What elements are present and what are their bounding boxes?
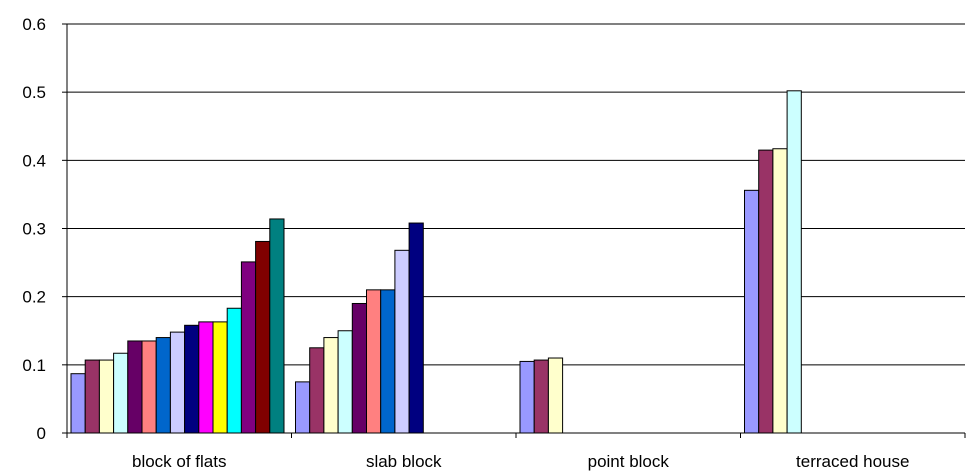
y-tick-label: 0.6 [22, 15, 46, 34]
bar [772, 148, 788, 434]
bar [155, 337, 171, 434]
bar [351, 302, 367, 434]
bar [84, 359, 100, 434]
bar [758, 149, 774, 434]
bar [127, 340, 143, 434]
y-tick-label: 0.1 [22, 356, 46, 375]
bar [519, 360, 535, 434]
bar [212, 321, 228, 434]
bar [226, 307, 242, 434]
y-tick-labels: 0 0.1 0.2 0.3 0.4 0.5 0.6 [22, 15, 46, 443]
bar [169, 331, 186, 434]
bar [295, 381, 311, 434]
bar [408, 222, 424, 434]
bar [323, 337, 339, 434]
bar [533, 359, 549, 434]
y-tick-label: 0.5 [22, 83, 46, 102]
bar [366, 289, 382, 434]
bar [184, 324, 200, 434]
bar [113, 352, 129, 434]
bar [240, 261, 257, 434]
y-tick-label: 0.3 [22, 220, 46, 239]
x-category-label: slab block [366, 452, 442, 471]
bar [141, 340, 157, 434]
bar [786, 90, 802, 434]
bar [744, 189, 760, 434]
y-tick-label: 0.2 [22, 288, 46, 307]
x-category-label: block of flats [132, 452, 227, 471]
bar [309, 347, 325, 434]
bar [255, 240, 271, 434]
bar [198, 321, 214, 434]
bar [394, 249, 410, 434]
bar [380, 289, 396, 434]
bar [70, 373, 86, 434]
y-tick-label: 0 [37, 424, 46, 443]
bar [98, 359, 115, 434]
gridlines [67, 23, 965, 366]
y-tick-label: 0.4 [22, 151, 46, 170]
axes [62, 23, 966, 438]
bar [547, 357, 564, 434]
x-category-label: terraced house [796, 452, 909, 471]
bar [337, 330, 353, 434]
x-category-label: point block [588, 452, 670, 471]
bars [70, 90, 802, 434]
bar [269, 218, 285, 434]
x-category-labels: block of flats slab block point block terra… [132, 452, 909, 471]
